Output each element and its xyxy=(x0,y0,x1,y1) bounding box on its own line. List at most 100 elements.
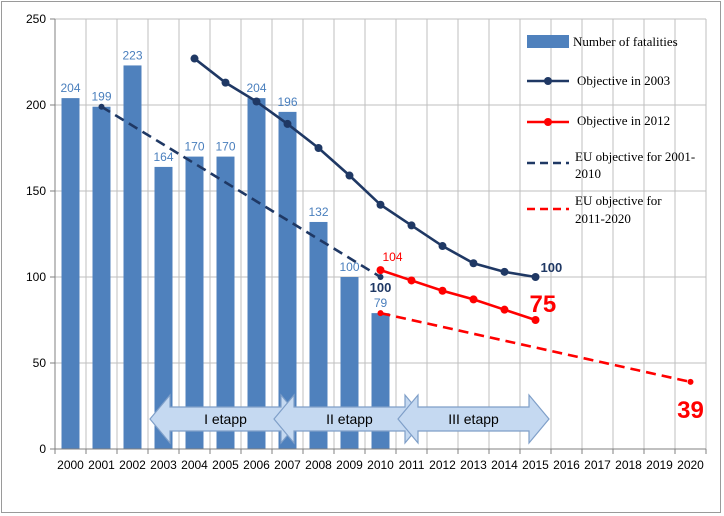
objective-2003-end-label: 100 xyxy=(541,260,563,275)
x-tick-label: 2015 xyxy=(522,458,549,472)
bar xyxy=(340,277,359,449)
x-tick-label: 2019 xyxy=(646,458,673,472)
x-tick-label: 2014 xyxy=(491,458,518,472)
line-point xyxy=(283,119,292,128)
bars xyxy=(61,65,390,450)
line-point xyxy=(98,103,105,110)
x-tick-label: 2011 xyxy=(399,458,425,472)
bar-value-label: 199 xyxy=(91,90,111,104)
eu-2001-2010-end-label: 100 xyxy=(370,280,392,295)
objective-2003-line xyxy=(193,57,536,279)
line-point xyxy=(469,259,478,268)
line-point xyxy=(376,200,385,209)
x-tick-label: 2013 xyxy=(460,458,487,472)
line-point xyxy=(345,171,354,180)
x-tick-label: 2006 xyxy=(243,458,270,472)
line-point xyxy=(469,295,478,304)
bar xyxy=(278,111,297,449)
line-point xyxy=(438,286,447,295)
bar-value-label: 100 xyxy=(339,260,359,274)
objective-lines xyxy=(98,54,694,385)
x-tick-label: 2003 xyxy=(150,458,177,472)
objective-2012-end-label: 75 xyxy=(530,291,557,318)
bar xyxy=(61,98,80,450)
axes: 0 50 100 150 200 250 2000 2001 2002 2003 2004 2005 2… xyxy=(26,12,707,472)
bar xyxy=(216,156,235,449)
y-tick-label: 50 xyxy=(33,356,47,370)
x-tick-label: 2005 xyxy=(212,458,239,472)
x-tick-label: 2008 xyxy=(305,458,332,472)
legend-label-eu-2011-2020-line1: EU objective for xyxy=(575,193,662,208)
objective-2012-line xyxy=(380,268,536,322)
line-point xyxy=(500,267,509,276)
bar-value-label: 132 xyxy=(308,205,328,219)
legend-label-objective-2003: Objective in 2003 xyxy=(577,73,670,88)
x-tick-label: 2016 xyxy=(553,458,580,472)
legend-label-eu-2001-2010-line2: 2010 xyxy=(575,166,601,181)
stage-label: III etapp xyxy=(448,411,499,427)
x-tick-label: 2010 xyxy=(367,458,394,472)
line-point xyxy=(531,316,540,324)
y-tick-label: 0 xyxy=(39,442,46,456)
x-tick-label: 2002 xyxy=(119,458,146,472)
x-tick-label: 2020 xyxy=(677,458,704,472)
bar-value-label: 204 xyxy=(60,81,80,95)
legend-swatch-fatalities xyxy=(527,35,569,48)
bar-value-label: 223 xyxy=(122,48,142,62)
line-point xyxy=(377,310,384,317)
y-tick-label: 200 xyxy=(26,98,46,112)
x-tick-label: 2001 xyxy=(88,458,115,472)
stage-arrows: I etapp II etapp III etapp xyxy=(149,393,550,445)
objective-2012-start-label: 104 xyxy=(383,250,403,264)
bar xyxy=(247,98,266,450)
bar-value-label: 204 xyxy=(246,81,266,95)
legend-objective-2003-marker xyxy=(544,77,552,85)
x-tick-label: 2004 xyxy=(181,458,208,472)
x-tick-label: 2000 xyxy=(57,458,84,472)
bar xyxy=(92,106,111,449)
line-point xyxy=(438,242,447,251)
bar-value-label: 196 xyxy=(277,95,297,109)
line-point xyxy=(687,378,694,385)
bar xyxy=(123,65,142,449)
legend-label-eu-2001-2010-line1: EU objective for 2001- xyxy=(575,149,695,164)
legend-objective-2012-marker xyxy=(544,118,552,126)
stage-arrow xyxy=(397,393,550,445)
line-point xyxy=(314,144,323,152)
grid xyxy=(54,18,707,450)
x-tick-label: 2009 xyxy=(336,458,363,472)
x-tick-label: 2007 xyxy=(274,458,301,472)
stage-label: I etapp xyxy=(204,411,247,427)
legend-label-eu-2011-2020-line2: 2011-2020 xyxy=(575,211,631,226)
eu-objective-2011-2020-line xyxy=(380,311,691,384)
bar xyxy=(309,221,328,449)
line-point xyxy=(500,305,509,314)
legend: Number of fatalities Objective in 2003 Obj… xyxy=(527,34,695,226)
legend-label-objective-2012: Objective in 2012 xyxy=(577,113,670,128)
bar-value-label: 79 xyxy=(374,296,388,310)
x-tick-label: 2012 xyxy=(429,458,456,472)
y-tick-label: 100 xyxy=(26,270,46,284)
bar xyxy=(154,166,173,450)
line-point xyxy=(221,78,230,87)
bar-value-label: 170 xyxy=(215,140,235,154)
y-tick-label: 250 xyxy=(26,12,46,26)
legend-label-fatalities: Number of fatalities xyxy=(573,34,678,49)
line-point xyxy=(407,276,416,285)
x-tick-label: 2017 xyxy=(584,458,611,472)
line-point xyxy=(407,221,416,230)
line-point xyxy=(252,97,261,106)
bar-value-label: 164 xyxy=(153,150,173,164)
eu-2011-2020-end-label: 39 xyxy=(677,397,704,424)
y-tick-label: 150 xyxy=(26,184,46,198)
stage-label: II etapp xyxy=(326,411,373,427)
line-point xyxy=(190,54,199,63)
x-tick-label: 2018 xyxy=(615,458,642,472)
eu-objective-2001-2010-line xyxy=(100,105,382,279)
line-point xyxy=(531,273,540,281)
bar-value-label: 170 xyxy=(184,140,204,154)
line-point xyxy=(376,266,385,275)
